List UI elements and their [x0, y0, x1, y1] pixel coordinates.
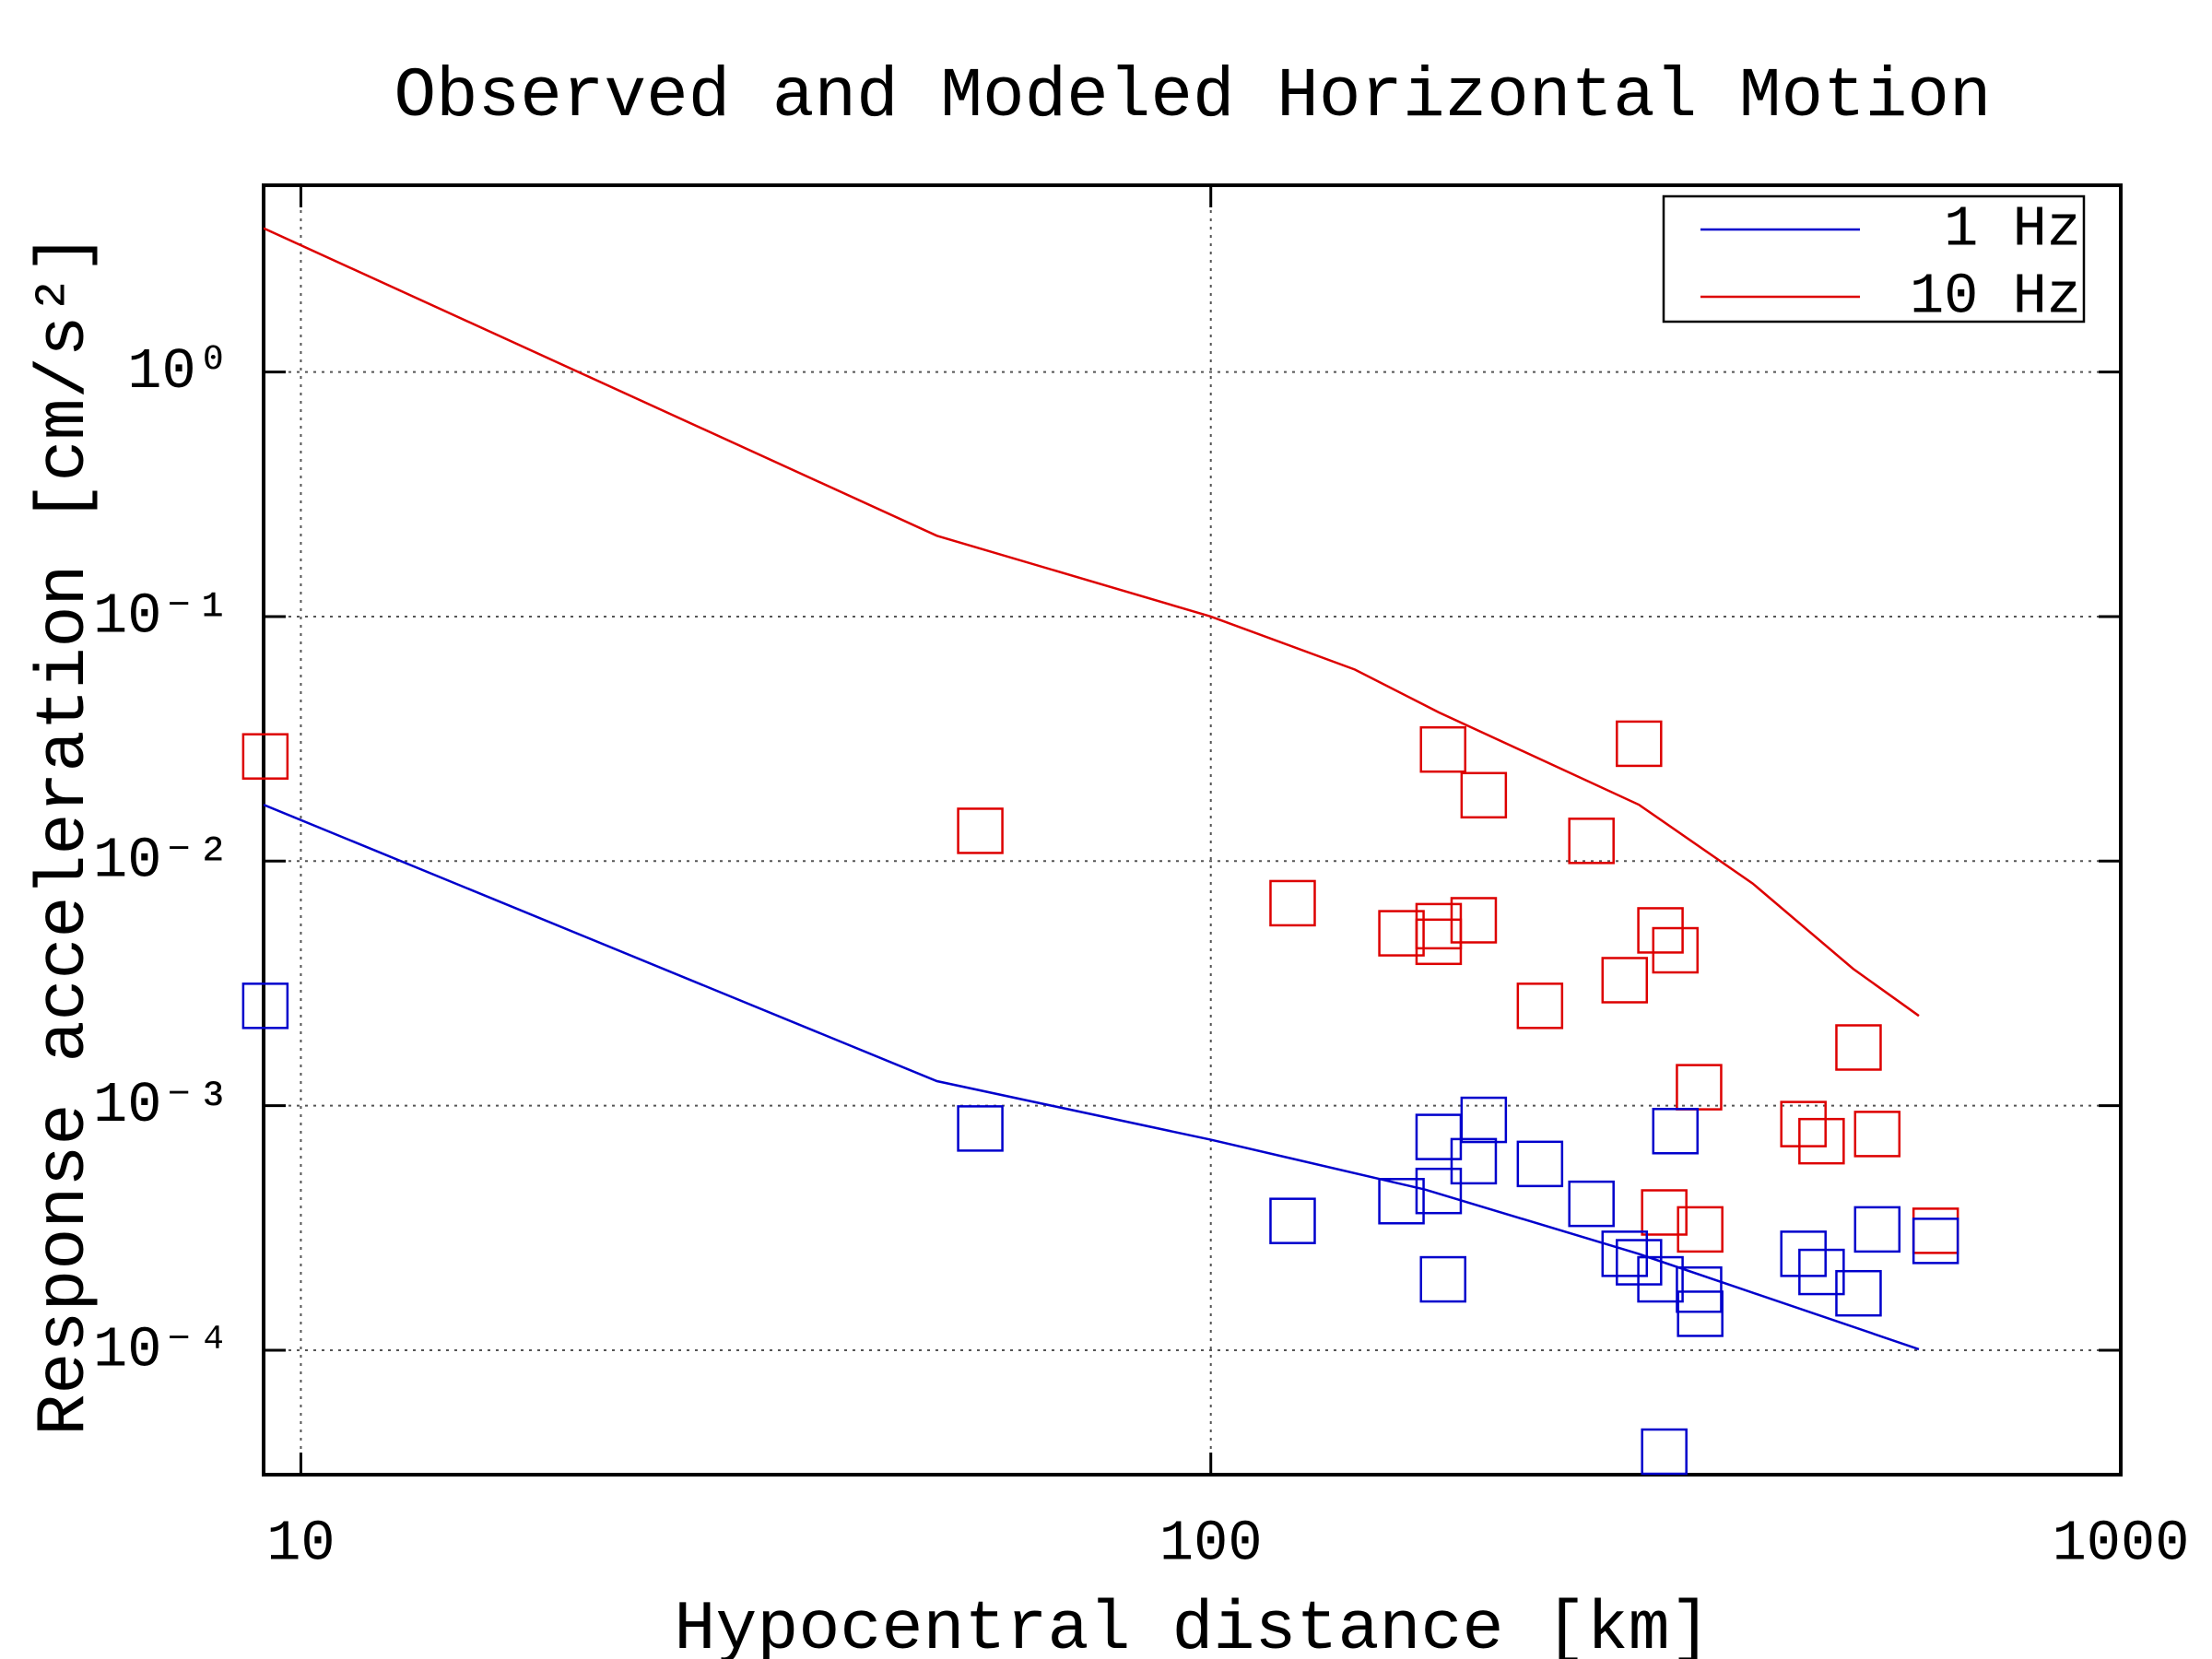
observed-point — [1652, 1108, 1700, 1155]
x-tick-label: 100 — [1159, 1511, 1263, 1576]
observed-point — [1780, 1100, 1827, 1147]
plot-frame — [262, 183, 2123, 1477]
observed-point — [1601, 1230, 1649, 1277]
observed-point — [1568, 1180, 1615, 1228]
x-tick-label: 1000 — [2053, 1511, 2190, 1576]
observed-point — [1912, 1218, 1959, 1265]
observed-point — [1637, 1255, 1684, 1303]
observed-point — [1652, 926, 1700, 974]
observed-point — [1853, 1206, 1901, 1253]
observed-point — [1641, 1189, 1688, 1236]
observed-point — [1269, 879, 1316, 927]
observed-point — [1415, 1167, 1463, 1215]
observed-point — [1460, 771, 1508, 819]
observed-point — [241, 982, 289, 1030]
model-line — [264, 803, 1920, 1351]
y-tick-label: 10⁻⁴ — [93, 1317, 230, 1382]
observed-point — [1912, 1207, 1959, 1254]
observed-point — [1637, 907, 1684, 954]
observed-point — [1616, 720, 1663, 768]
observed-point — [1516, 1140, 1564, 1188]
legend-label: 10 Hz — [1910, 264, 2081, 329]
observed-point — [1269, 1197, 1316, 1244]
observed-point — [1835, 1024, 1882, 1071]
y-tick-label: 10⁻¹ — [93, 583, 230, 649]
observed-point — [1516, 982, 1564, 1030]
observed-point — [241, 733, 289, 780]
legend-box — [1662, 194, 2086, 324]
observed-point — [957, 807, 1004, 854]
observed-point — [1415, 1113, 1463, 1160]
observed-point — [1450, 897, 1498, 944]
x-axis-title: Hypocentral distance [km] — [674, 1591, 1711, 1659]
observed-point — [1419, 725, 1466, 773]
observed-point — [1568, 818, 1615, 865]
observed-point — [1677, 1206, 1724, 1253]
observed-point — [957, 1105, 1004, 1152]
model-line — [264, 227, 1920, 1018]
legend-label: 1 Hz — [1944, 196, 2081, 262]
observed-point — [1853, 1111, 1901, 1158]
observed-point — [1641, 1428, 1688, 1476]
observed-point — [1450, 1137, 1498, 1185]
observed-point — [1460, 1096, 1508, 1144]
observed-point — [1835, 1269, 1882, 1317]
observed-point — [1419, 1255, 1466, 1303]
y-tick-label: 10⁻² — [93, 829, 230, 894]
observed-point — [1601, 957, 1649, 1004]
observed-point — [1798, 1117, 1845, 1165]
observed-point — [1677, 1290, 1724, 1337]
observed-point — [1378, 910, 1425, 957]
x-tick-label: 10 — [266, 1511, 335, 1576]
y-tick-label: 10⁰ — [127, 339, 230, 405]
observed-point — [1378, 1178, 1425, 1225]
observed-point — [1780, 1230, 1827, 1277]
y-tick-label: 10⁻³ — [93, 1073, 230, 1138]
y-axis-title: Response acceleration [cm/s²] — [26, 232, 104, 1435]
observed-point — [1676, 1265, 1723, 1313]
chart-title: Observed and Modeled Horizontal Motion — [394, 57, 1991, 136]
observed-point — [1676, 1064, 1723, 1111]
